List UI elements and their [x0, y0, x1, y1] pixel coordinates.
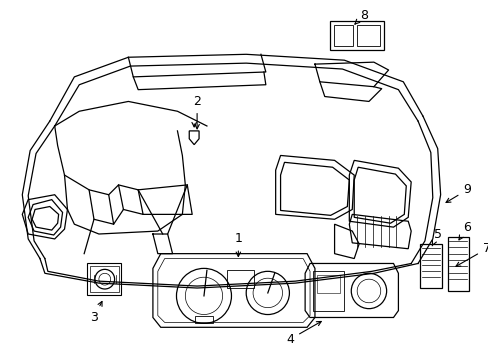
Text: 8: 8	[354, 9, 367, 24]
Bar	[316, 275, 340, 293]
Bar	[195, 315, 212, 323]
Text: 2: 2	[193, 95, 201, 129]
Text: 4: 4	[286, 321, 321, 346]
Bar	[90, 266, 118, 292]
Bar	[447, 237, 468, 291]
Text: 5: 5	[431, 228, 441, 246]
Bar	[87, 264, 121, 295]
Text: 7: 7	[455, 242, 488, 266]
Bar	[333, 25, 352, 46]
Bar	[419, 244, 441, 288]
Bar	[329, 21, 383, 50]
Bar	[312, 271, 344, 311]
Text: 3: 3	[90, 301, 102, 324]
Text: 9: 9	[445, 183, 470, 202]
Bar	[356, 25, 379, 46]
Text: 1: 1	[234, 233, 242, 257]
Text: 6: 6	[458, 221, 470, 240]
Bar	[226, 270, 254, 288]
